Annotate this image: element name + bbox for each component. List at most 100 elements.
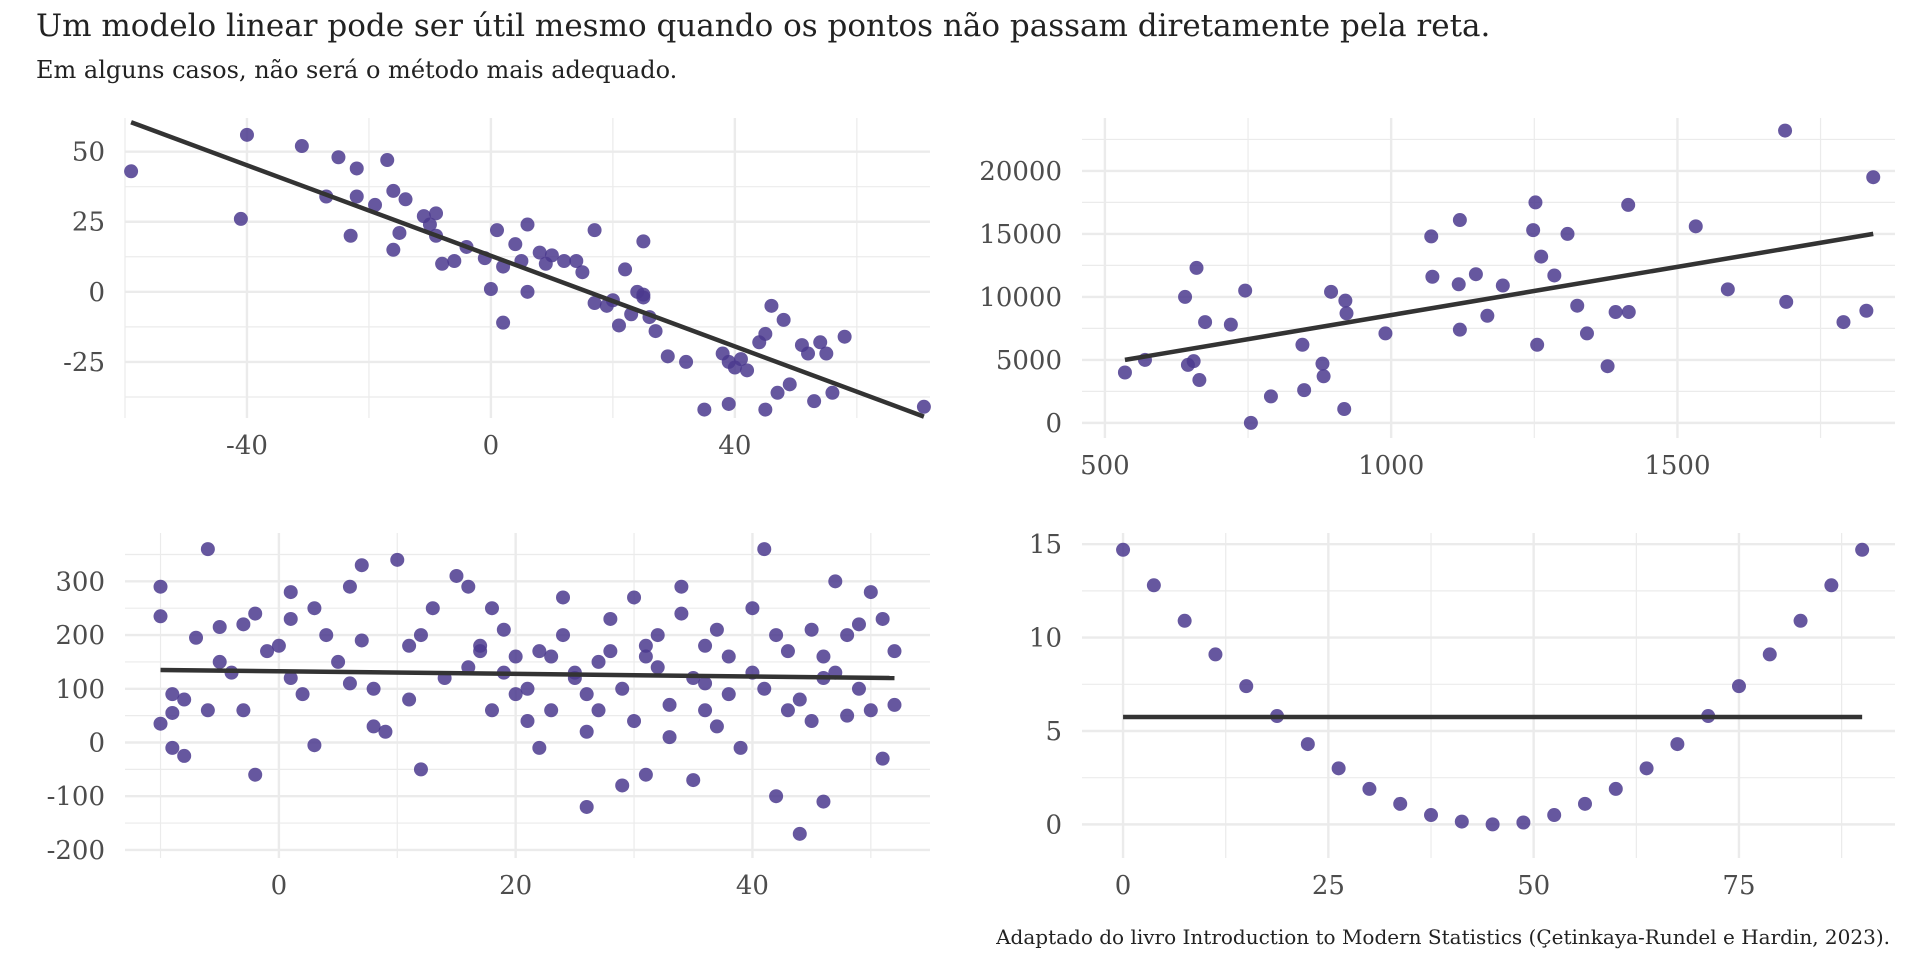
data-point — [212, 620, 227, 635]
data-point — [776, 312, 791, 327]
data-point — [698, 638, 713, 653]
data-point — [1516, 815, 1531, 830]
data-point — [650, 660, 665, 675]
data-point — [398, 192, 413, 207]
data-point — [1600, 359, 1615, 374]
data-point — [425, 601, 440, 616]
data-point — [532, 644, 547, 659]
data-point — [851, 617, 866, 632]
data-point — [1688, 219, 1703, 234]
data-point — [875, 751, 890, 766]
x-tick-label: 25 — [1312, 871, 1345, 901]
data-point — [764, 298, 779, 313]
data-point — [1530, 337, 1545, 352]
data-point — [532, 740, 547, 755]
data-point — [627, 590, 642, 605]
data-point — [782, 377, 797, 392]
data-point — [331, 654, 346, 669]
data-point — [354, 633, 369, 648]
data-point — [863, 703, 878, 718]
data-point — [650, 628, 665, 643]
data-point — [1189, 260, 1204, 275]
data-point — [557, 253, 572, 268]
data-point — [1116, 542, 1131, 557]
data-point — [591, 654, 606, 669]
data-point — [804, 714, 819, 729]
data-point — [402, 638, 417, 653]
data-point — [819, 346, 834, 361]
data-point — [1495, 278, 1510, 293]
data-point — [390, 552, 405, 567]
data-point — [674, 606, 689, 621]
data-point — [792, 826, 807, 841]
data-point — [1177, 613, 1192, 628]
data-point — [638, 638, 653, 653]
data-point — [1339, 306, 1354, 321]
regression-line — [160, 667, 895, 681]
data-point — [709, 622, 724, 637]
data-point — [392, 225, 407, 240]
data-point — [483, 282, 498, 297]
y-tick-label: -100 — [47, 782, 105, 812]
data-point — [758, 402, 773, 417]
data-point — [801, 346, 816, 361]
data-point — [1762, 647, 1777, 662]
data-point — [1208, 647, 1223, 662]
data-point — [1452, 322, 1467, 337]
data-point — [591, 703, 606, 718]
data-point — [1485, 817, 1500, 832]
data-point — [1424, 229, 1439, 244]
data-point — [1331, 761, 1346, 776]
data-point — [413, 762, 428, 777]
data-point — [1534, 249, 1549, 264]
data-point — [627, 714, 642, 729]
data-point — [496, 315, 511, 330]
data-point — [366, 681, 381, 696]
data-point — [165, 740, 180, 755]
data-point — [236, 703, 251, 718]
data-point — [1362, 781, 1377, 796]
y-tick-label: 0 — [88, 278, 105, 308]
x-tick-label: 1500 — [1644, 451, 1710, 481]
data-point — [674, 579, 689, 594]
y-tick-label: 20000 — [979, 157, 1062, 187]
data-point — [1866, 170, 1881, 185]
data-point — [611, 318, 626, 333]
data-point — [283, 671, 298, 686]
x-tick-label: -40 — [226, 431, 268, 461]
data-point — [733, 740, 748, 755]
data-point — [413, 628, 428, 643]
data-point — [343, 228, 358, 243]
data-point — [1324, 284, 1339, 299]
data-point — [368, 197, 383, 212]
data-point — [520, 681, 535, 696]
data-point — [422, 217, 437, 232]
data-point — [638, 767, 653, 782]
data-point — [648, 324, 663, 339]
data-point — [721, 687, 736, 702]
data-point — [618, 262, 633, 277]
data-point — [887, 644, 902, 659]
data-point — [124, 164, 139, 179]
data-point — [638, 649, 653, 664]
data-point — [698, 703, 713, 718]
data-point — [1378, 326, 1393, 341]
data-point — [556, 590, 571, 605]
x-tick-label: 0 — [483, 431, 500, 461]
data-point — [307, 738, 322, 753]
data-point — [236, 617, 251, 632]
x-tick-label: 50 — [1517, 871, 1550, 901]
data-point — [496, 622, 511, 637]
data-point — [153, 579, 168, 594]
data-point — [349, 161, 364, 176]
data-point — [429, 206, 444, 221]
data-point — [1855, 542, 1870, 557]
source-caption: Adaptado do livro Introduction to Modern… — [996, 925, 1890, 949]
data-point — [1337, 402, 1352, 417]
data-point — [212, 654, 227, 669]
data-point — [1424, 808, 1439, 823]
data-point — [1300, 737, 1315, 752]
data-point — [165, 687, 180, 702]
data-point — [828, 574, 843, 589]
